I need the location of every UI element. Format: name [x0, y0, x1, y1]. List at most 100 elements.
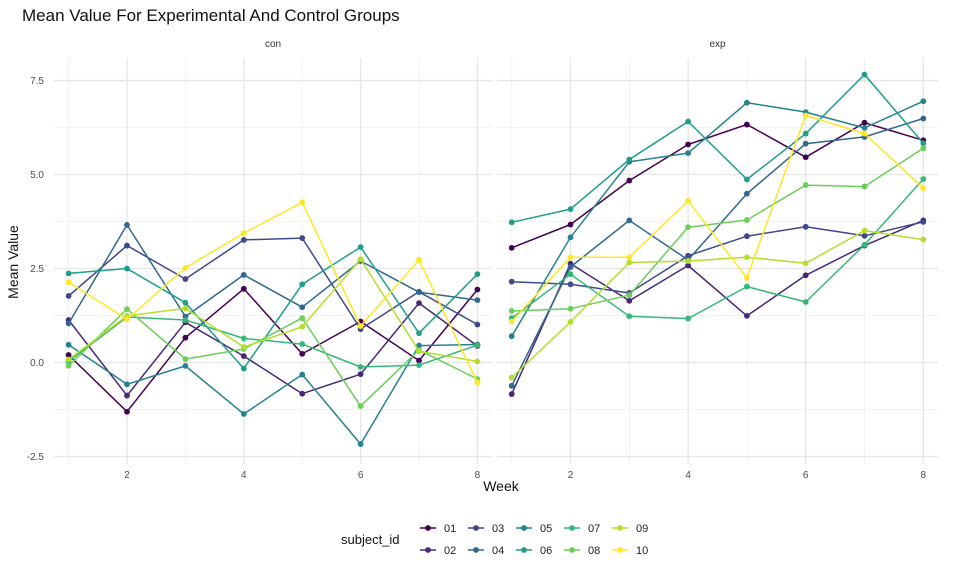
x-axis-title: Week [483, 478, 520, 494]
data-point-01 [299, 350, 306, 357]
data-point-02 [744, 312, 750, 319]
data-point-05 [416, 342, 422, 349]
data-point-08 [685, 224, 691, 231]
data-point-07 [744, 283, 750, 290]
x-tick-label: 4 [241, 470, 247, 481]
facet-panels: con 2 4 6 8 -2.5 0.0 2.5 5.0 7.5 exp 2 4 6 8 [27, 39, 938, 481]
data-point-08 [65, 362, 72, 369]
data-point-01 [861, 119, 868, 126]
y-axis-title: Mean Value [5, 225, 21, 299]
data-point-04 [920, 115, 927, 122]
legend-key-point [425, 547, 431, 553]
data-point-01 [124, 408, 130, 415]
data-point-04 [508, 382, 515, 389]
data-point-02 [124, 392, 130, 399]
x-tick-label: 2 [124, 470, 130, 481]
x-tick-label: 4 [685, 470, 691, 481]
data-point-02 [299, 390, 306, 397]
x-tick-label: 8 [921, 470, 927, 481]
data-point-06 [508, 219, 515, 226]
series-line-09 [511, 229, 924, 379]
y-tick-label: 7.5 [30, 76, 44, 87]
data-point-07 [685, 315, 691, 322]
data-point-07 [567, 271, 574, 278]
data-point-05 [182, 362, 189, 369]
data-point-09 [567, 319, 574, 325]
data-point-07 [240, 335, 247, 342]
data-point-01 [626, 177, 633, 184]
data-point-07 [861, 241, 868, 248]
data-point-01 [474, 286, 481, 293]
legend-label: 06 [540, 545, 552, 557]
data-point-05 [65, 341, 72, 348]
data-point-03 [299, 235, 306, 241]
data-point-01 [685, 141, 691, 148]
chart-title: Mean Value For Experimental And Control … [22, 6, 400, 25]
data-point-09 [508, 374, 515, 381]
series-line-02 [68, 302, 478, 397]
data-point-05 [685, 150, 691, 157]
data-point-03 [182, 276, 189, 282]
data-point-04 [626, 217, 633, 224]
legend-key-point [473, 525, 479, 531]
facet-panel-exp: exp 2 4 6 8 [497, 39, 938, 481]
data-point-10 [124, 316, 130, 323]
legend-item-03: 03 [468, 523, 504, 535]
data-point-04 [299, 304, 306, 311]
data-point-08 [508, 308, 515, 314]
data-point-09 [357, 256, 364, 263]
data-point-08 [744, 217, 750, 223]
x-tick-label: 6 [803, 470, 809, 481]
legend-title: subject_id [341, 532, 400, 547]
facet-panel-con: con 2 4 6 8 -2.5 0.0 2.5 5.0 7.5 [27, 39, 492, 481]
data-point-06 [567, 206, 574, 213]
data-point-01 [182, 334, 189, 341]
data-point-02 [685, 262, 691, 269]
series-line-04 [67, 224, 478, 324]
data-point-01 [744, 121, 750, 128]
legend-label: 03 [492, 523, 504, 535]
data-point-04 [65, 320, 72, 327]
series-line-07 [511, 178, 924, 320]
facet-label: exp [709, 39, 726, 50]
data-point-07 [182, 317, 189, 323]
data-point-02 [626, 297, 633, 304]
data-point-06 [416, 330, 422, 337]
legend-label: 09 [636, 523, 648, 535]
data-point-04 [567, 264, 574, 270]
data-point-04 [474, 297, 481, 303]
data-point-01 [567, 221, 574, 228]
data-point-09 [685, 258, 691, 264]
series-line-05 [68, 343, 478, 445]
data-point-09 [299, 323, 306, 330]
data-point-09 [182, 305, 189, 312]
x-tick-label: 2 [568, 470, 574, 481]
data-point-05 [357, 441, 364, 447]
data-point-06 [474, 271, 481, 278]
data-point-03 [474, 321, 481, 328]
data-point-04 [744, 190, 750, 197]
data-point-09 [861, 227, 868, 234]
data-point-01 [240, 285, 247, 292]
data-point-09 [416, 348, 422, 355]
data-point-03 [65, 293, 72, 299]
data-point-07 [416, 362, 422, 369]
legend-key-point [569, 525, 575, 531]
data-point-09 [65, 356, 72, 363]
series-line-03 [68, 237, 478, 330]
series-line-06 [511, 73, 924, 224]
series-line-01 [68, 288, 478, 413]
data-point-04 [802, 140, 809, 147]
data-point-06 [920, 140, 927, 147]
legend-item-09: 09 [612, 523, 648, 535]
data-point-02 [508, 391, 515, 397]
data-point-08 [124, 306, 130, 313]
legend-label: 08 [588, 545, 600, 557]
data-point-06 [240, 365, 247, 372]
series-line-09 [68, 258, 478, 363]
data-point-05 [240, 411, 247, 417]
data-point-08 [861, 183, 868, 190]
data-point-05 [567, 234, 574, 241]
data-point-10 [802, 112, 809, 119]
legend-key-point [521, 525, 527, 531]
